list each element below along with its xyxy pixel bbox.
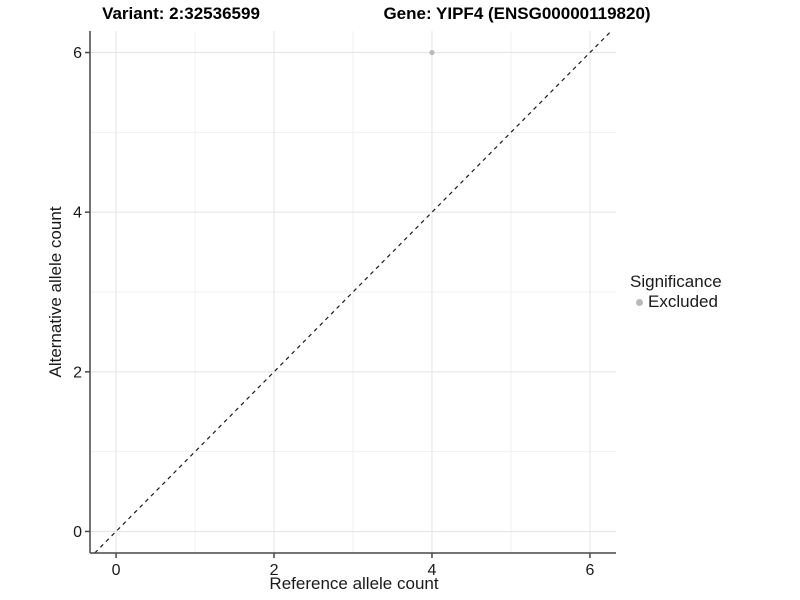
legend-item-label: Excluded [648, 292, 718, 311]
excluded-point-icon [636, 298, 643, 306]
legend-title: Significance [630, 272, 722, 291]
y-axis-title: Alternative allele count [46, 206, 65, 378]
y-tick-label: 6 [73, 45, 82, 62]
legend-item-excluded: Excluded [630, 292, 722, 312]
legend: Significance Excluded [630, 272, 722, 312]
x-tick-label: 0 [112, 562, 121, 579]
data-point-excluded [429, 49, 435, 56]
gene-title: Gene: YIPF4 (ENSG00000119820) [383, 4, 651, 23]
x-tick-label: 4 [428, 562, 437, 579]
y-tick-label: 2 [73, 364, 82, 381]
x-axis-title: Reference allele count [269, 574, 439, 593]
y-tick-label: 0 [73, 524, 82, 541]
x-tick-label: 2 [270, 562, 279, 579]
variant-title: Variant: 2:32536599 [102, 4, 260, 23]
x-tick-label: 6 [585, 562, 594, 579]
y-tick-label: 4 [73, 205, 82, 222]
